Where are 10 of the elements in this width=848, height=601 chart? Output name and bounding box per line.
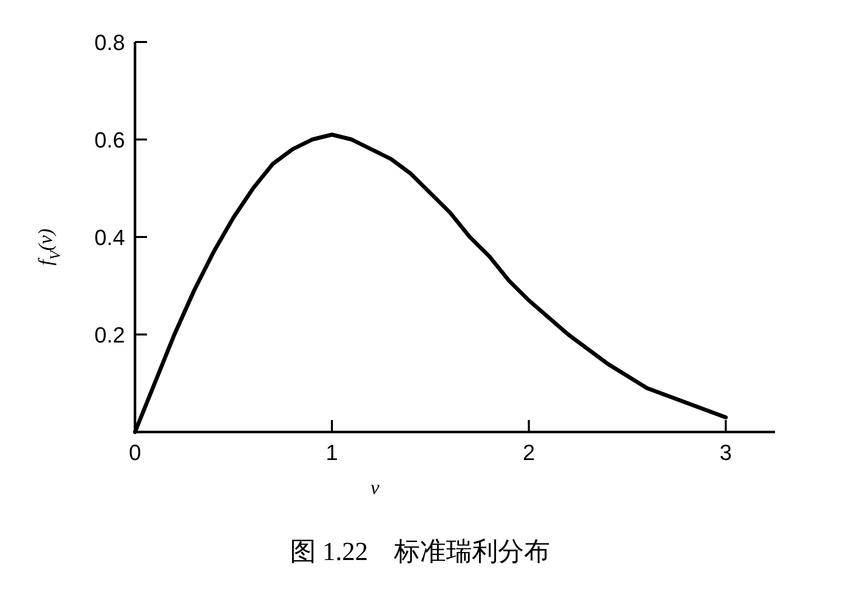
- x-axis-title: v: [370, 477, 380, 499]
- x-tick-label: 2: [522, 440, 535, 465]
- x-tick-label: 3: [720, 440, 732, 465]
- y-tick-label: 0.2: [94, 322, 125, 348]
- caption: 图 1.22 标准瑞利分布: [290, 537, 550, 566]
- y-tick-label: 0.4: [94, 225, 125, 250]
- x-tick-label: 0: [128, 440, 142, 465]
- x-tick-label: 1: [326, 440, 338, 465]
- y-tick-label: 0.6: [94, 128, 125, 152]
- y-tick-label: 0.8: [94, 30, 125, 55]
